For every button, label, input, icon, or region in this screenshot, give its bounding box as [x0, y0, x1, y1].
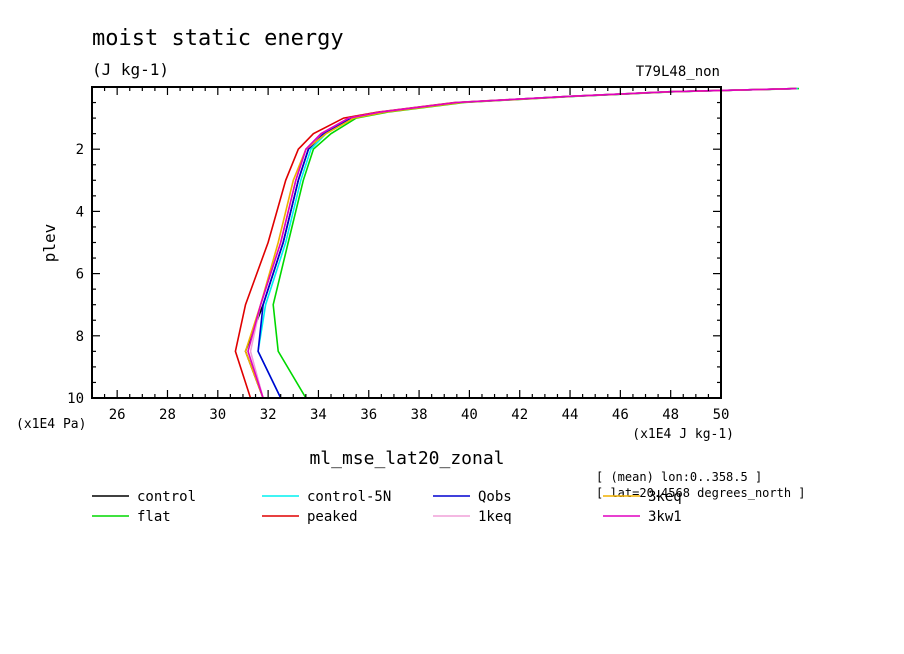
x-tick-label: 28: [159, 407, 176, 423]
x-tick-label: 36: [360, 407, 377, 423]
y-tick-label: 2: [76, 142, 84, 158]
x-tick-label: 44: [562, 407, 579, 423]
legend-label-control-5N: control-5N: [307, 489, 391, 505]
experiment-label: T79L48_non: [636, 64, 720, 80]
x-tick-label: 30: [209, 407, 226, 423]
legend: control flat control-5N peaked Qobs 1keq 3keq 3…: [92, 489, 682, 525]
series-line-control: [244, 87, 797, 398]
x-axis-label: ml_mse_lat20_zonal: [309, 448, 504, 469]
y-tick-label: 8: [76, 329, 84, 345]
legend-label-3keq: 3keq: [648, 489, 682, 505]
legend-label-Qobs: Qobs: [478, 489, 512, 505]
plot-frame: [91, 86, 722, 399]
y-unit-label: (x1E4 Pa): [16, 417, 86, 432]
x-tick-label: 50: [713, 407, 730, 423]
x-tick-label: 34: [310, 407, 327, 423]
y-tick-label: 10: [67, 391, 84, 407]
series-line-control-5N: [257, 87, 798, 398]
series-line-Qobs: [257, 87, 797, 398]
series-line-3keq: [244, 87, 797, 398]
x-tick-label: 40: [461, 407, 478, 423]
info-line-lat: [ lat=20.4568 degrees_north ]: [596, 486, 806, 500]
x-tick-label: 32: [260, 407, 277, 423]
x-tick-label: 38: [411, 407, 428, 423]
legend-label-control: control: [137, 489, 196, 505]
legend-label-1keq: 1keq: [478, 509, 512, 525]
x-tick-label: 46: [612, 407, 629, 423]
info-line-lon: [ (mean) lon:0..358.5 ]: [596, 470, 762, 484]
y-tick-label: 6: [76, 267, 84, 283]
legend-label-flat: flat: [137, 509, 171, 525]
x-tick-label: 42: [511, 407, 528, 423]
x-tick-label: 48: [662, 407, 679, 423]
series-line-3kw1: [247, 87, 797, 398]
x-tick-label: 26: [109, 407, 126, 423]
series-line-1keq: [249, 87, 797, 398]
series-layer: [234, 87, 800, 398]
chart-title: moist static energy: [92, 26, 344, 51]
legend-label-3kw1: 3kw1: [648, 509, 682, 525]
y-tick-label: 4: [76, 204, 84, 220]
chart-units: (J kg-1): [92, 60, 169, 79]
y-axis-label: plev: [40, 224, 59, 263]
legend-label-peaked: peaked: [307, 509, 358, 525]
x-unit-label: (x1E4 J kg-1): [632, 427, 734, 442]
